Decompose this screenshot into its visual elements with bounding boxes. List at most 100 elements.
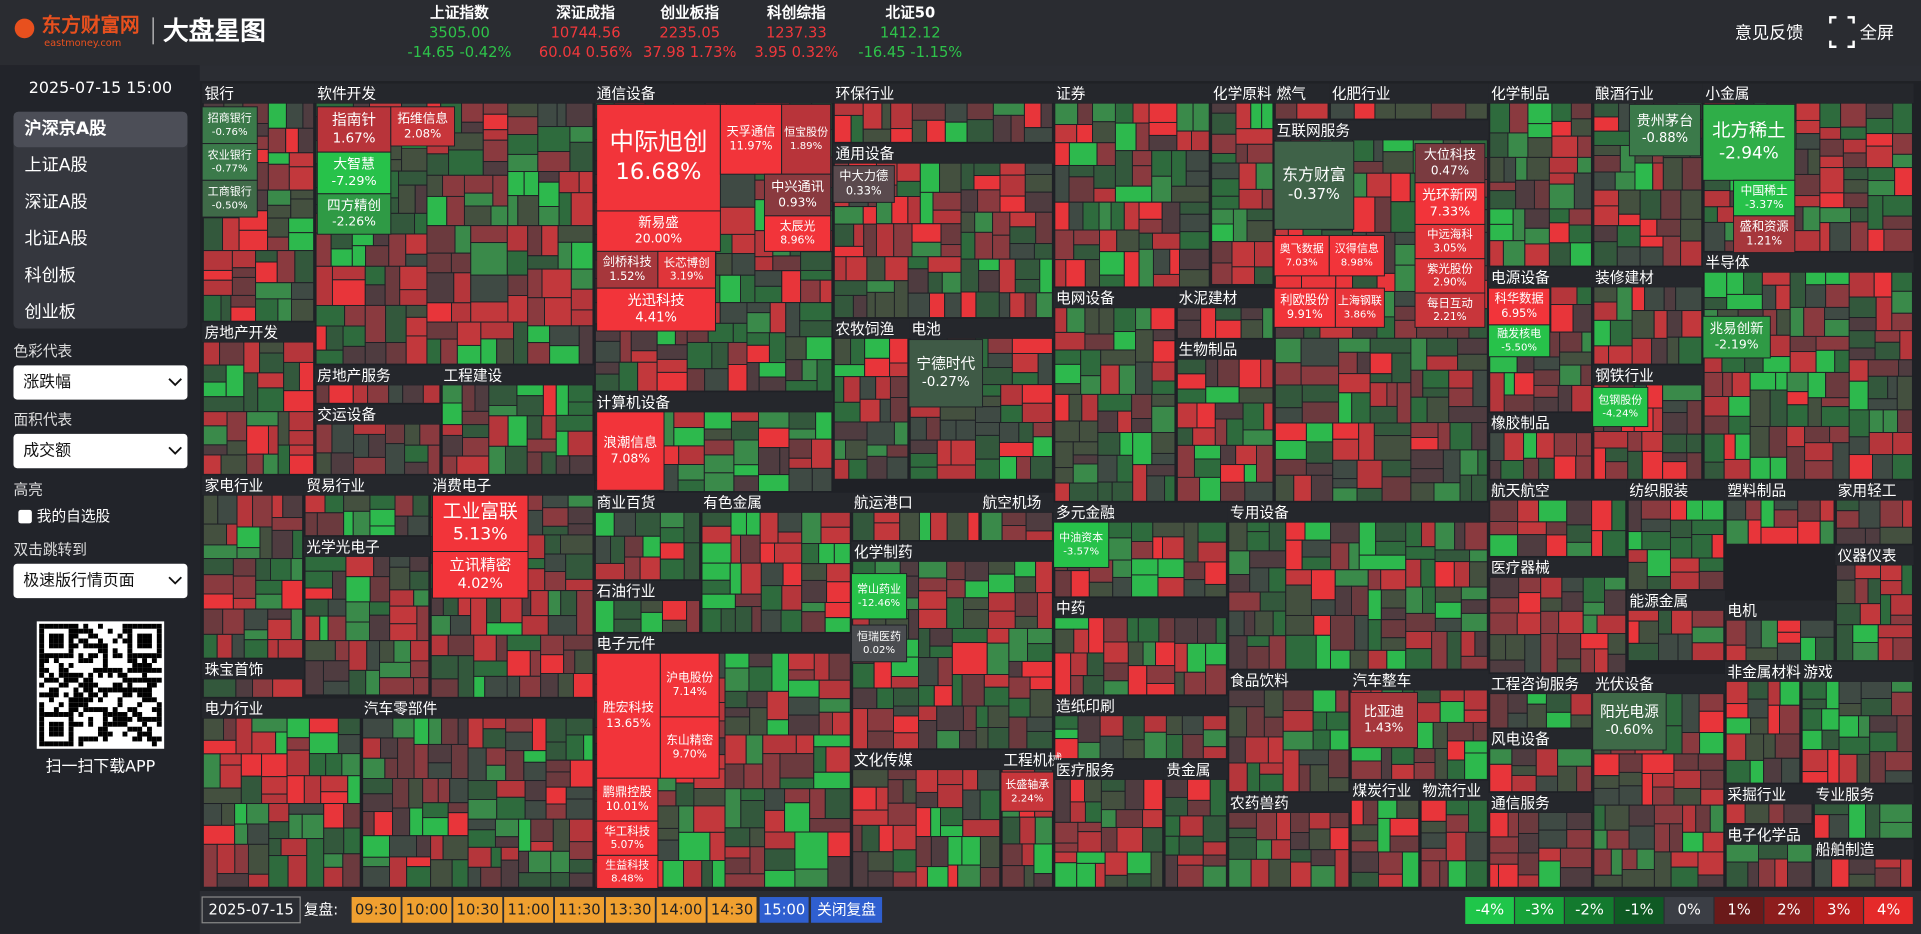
stock-cell[interactable]: [818, 711, 833, 736]
stock-cell[interactable]: [1854, 564, 1881, 580]
stock-cell[interactable]: [541, 415, 557, 440]
stock-cell[interactable]: [987, 352, 1013, 369]
stock-cell[interactable]: [986, 642, 1010, 676]
stock-cell[interactable]: [1880, 564, 1903, 582]
stock-cell[interactable]: [1151, 432, 1176, 454]
stock-cell[interactable]: [1024, 292, 1037, 319]
stock-cell[interactable]: [1761, 271, 1791, 286]
stock-cell[interactable]: [978, 258, 1000, 272]
stock-cell[interactable]: [547, 615, 578, 636]
stock-cell[interactable]: [624, 535, 644, 558]
stock-cell[interactable]: [222, 217, 240, 252]
stock-cell[interactable]: [1561, 576, 1584, 593]
stock-cell[interactable]: [833, 439, 847, 460]
stock-cell[interactable]: [973, 175, 1001, 191]
stock-cell[interactable]: [639, 556, 661, 581]
stock-cell[interactable]: [828, 652, 851, 681]
stock-cell[interactable]: [1054, 102, 1079, 126]
stock-cell[interactable]: [1205, 642, 1227, 666]
stock-cell[interactable]: [1489, 863, 1499, 888]
stock-cell[interactable]: [925, 416, 941, 441]
stock-cell[interactable]: [246, 411, 279, 427]
stock-cell[interactable]: [1825, 283, 1850, 308]
stock-cell[interactable]: [1103, 617, 1128, 643]
stock-cell[interactable]: [1405, 558, 1422, 588]
stock-cell[interactable]: [1330, 542, 1350, 571]
stock-cell[interactable]: [362, 835, 390, 858]
stock-cell[interactable]: [1356, 351, 1371, 375]
stock-cell[interactable]: [740, 534, 761, 564]
stock-cell[interactable]: [1439, 701, 1465, 723]
stock-cell[interactable]: [221, 803, 236, 826]
stock-cell[interactable]: [1426, 396, 1450, 424]
stock-cell[interactable]: [1235, 128, 1274, 145]
stock-cell[interactable]: [243, 608, 269, 631]
stock-cell[interactable]: [1848, 803, 1867, 839]
stock-cell[interactable]: [1176, 402, 1198, 429]
stock-cell[interactable]: [1414, 143, 1486, 184]
stock-cell[interactable]: [1151, 393, 1176, 407]
stock-cell[interactable]: [677, 464, 705, 481]
stock-cell[interactable]: [1054, 383, 1082, 395]
stock-cell[interactable]: [1011, 372, 1039, 386]
stock-cell[interactable]: [1750, 717, 1769, 735]
stock-cell[interactable]: [490, 846, 502, 868]
stock-cell[interactable]: [862, 128, 892, 143]
stock-cell[interactable]: [1077, 715, 1101, 743]
stock-cell[interactable]: [1228, 574, 1251, 593]
stock-cell[interactable]: [1386, 649, 1407, 670]
stock-cell[interactable]: [379, 677, 415, 696]
stock-cell[interactable]: [259, 526, 273, 560]
stock-cell[interactable]: [852, 824, 863, 853]
stock-cell[interactable]: [283, 390, 315, 413]
stock-cell[interactable]: [1310, 474, 1334, 502]
stock-cell[interactable]: [422, 384, 441, 404]
stock-cell[interactable]: [1202, 729, 1227, 748]
stock-cell[interactable]: [1786, 404, 1809, 427]
stock-cell[interactable]: [1098, 201, 1112, 231]
stock-cell[interactable]: [366, 640, 381, 671]
stock-cell[interactable]: [1769, 456, 1788, 480]
stock-cell[interactable]: [1375, 521, 1407, 542]
stock-cell[interactable]: [833, 401, 861, 423]
stock-cell[interactable]: [1852, 641, 1879, 662]
stock-cell[interactable]: [540, 654, 565, 674]
stock-cell[interactable]: [992, 114, 1012, 143]
stock-cell[interactable]: [1122, 739, 1145, 760]
stock-cell[interactable]: [733, 439, 759, 466]
stock-cell[interactable]: [277, 639, 304, 659]
stock-cell[interactable]: [1362, 799, 1379, 826]
stock-cell[interactable]: [893, 421, 909, 446]
stock-cell[interactable]: [345, 601, 370, 623]
stock-cell[interactable]: [331, 265, 366, 281]
stock-cell[interactable]: [1848, 454, 1873, 480]
stock-cell[interactable]: [1348, 542, 1360, 571]
stock-cell[interactable]: [911, 102, 946, 121]
stock-cell[interactable]: [915, 791, 939, 809]
stock-cell[interactable]: [962, 705, 977, 732]
stock-cell[interactable]: [202, 454, 222, 475]
stock-cell[interactable]: [918, 657, 939, 687]
market-item[interactable]: 上证A股: [25, 156, 88, 176]
stock-cell[interactable]: [1891, 271, 1913, 292]
stock-cell[interactable]: [1698, 557, 1725, 572]
stock-cell[interactable]: [1300, 365, 1340, 386]
stock-cell[interactable]: [613, 511, 636, 537]
stock-cell[interactable]: [202, 824, 236, 845]
stock-cell[interactable]: [1767, 680, 1781, 706]
stock-cell[interactable]: [202, 425, 228, 446]
stock-cell[interactable]: [474, 384, 490, 412]
stock-cell[interactable]: [1652, 162, 1664, 191]
stock-cell[interactable]: [1745, 647, 1778, 662]
stock-cell[interactable]: [1691, 609, 1725, 628]
stock-cell[interactable]: [813, 746, 827, 773]
stock-cell[interactable]: [1897, 409, 1913, 433]
stock-cell[interactable]: [886, 456, 909, 480]
stock-cell[interactable]: [505, 731, 533, 752]
stock-cell[interactable]: [1627, 531, 1643, 551]
stock-cell[interactable]: [1113, 331, 1137, 351]
stock-cell[interactable]: [1471, 422, 1488, 451]
stock-cell[interactable]: [1802, 206, 1821, 232]
stock-cell[interactable]: [1114, 102, 1134, 124]
stock-cell[interactable]: [800, 251, 833, 271]
